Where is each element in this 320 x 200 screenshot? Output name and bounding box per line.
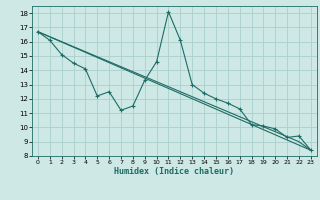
X-axis label: Humidex (Indice chaleur): Humidex (Indice chaleur) (115, 167, 234, 176)
